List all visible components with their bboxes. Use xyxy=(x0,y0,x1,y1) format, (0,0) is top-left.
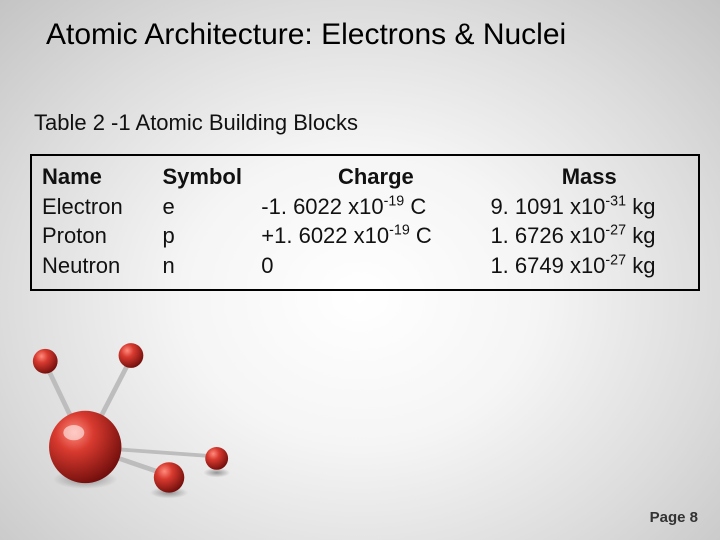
charge-coeff: 0 xyxy=(261,253,273,278)
cell-mass: 1. 6726 x10-27 kg xyxy=(490,221,688,251)
charge-unit: C xyxy=(410,223,432,248)
cell-symbol: n xyxy=(163,251,262,281)
cell-symbol: e xyxy=(163,192,262,222)
cell-charge: +1. 6022 x10-19 C xyxy=(261,221,490,251)
mass-coeff: 9. 1091 x10 xyxy=(490,194,605,219)
molecule-icon xyxy=(20,306,280,506)
cell-symbol: p xyxy=(163,221,262,251)
cell-charge: -1. 6022 x10-19 C xyxy=(261,192,490,222)
mass-exp: -31 xyxy=(605,193,626,209)
slide: Atomic Architecture: Electrons & Nuclei … xyxy=(0,0,720,540)
mass-unit: kg xyxy=(626,253,655,278)
mass-coeff: 1. 6726 x10 xyxy=(490,223,605,248)
mass-unit: kg xyxy=(626,194,655,219)
col-header-name: Name xyxy=(42,162,163,192)
slide-title: Atomic Architecture: Electrons & Nuclei xyxy=(28,18,692,52)
table-row: Proton p +1. 6022 x10-19 C 1. 6726 x10-2… xyxy=(42,221,688,251)
table-header-row: Name Symbol Charge Mass xyxy=(42,162,688,192)
table-caption: Table 2 -1 Atomic Building Blocks xyxy=(28,110,692,136)
table-row: Electron e -1. 6022 x10-19 C 9. 1091 x10… xyxy=(42,192,688,222)
cell-name: Proton xyxy=(42,221,163,251)
cell-mass: 1. 6749 x10-27 kg xyxy=(490,251,688,281)
cell-name: Neutron xyxy=(42,251,163,281)
mass-coeff: 1. 6749 x10 xyxy=(490,253,605,278)
charge-exp: -19 xyxy=(384,193,405,209)
mass-unit: kg xyxy=(626,223,655,248)
cell-mass: 9. 1091 x10-31 kg xyxy=(490,192,688,222)
page-number: Page 8 xyxy=(650,509,698,526)
particle-table: Name Symbol Charge Mass Electron e -1. 6… xyxy=(30,154,700,291)
charge-coeff: -1. 6022 x10 xyxy=(261,194,383,219)
mass-exp: -27 xyxy=(605,223,626,239)
mass-exp: -27 xyxy=(605,253,626,269)
charge-coeff: +1. 6022 x10 xyxy=(261,223,389,248)
col-header-symbol: Symbol xyxy=(163,162,262,192)
cell-name: Electron xyxy=(42,192,163,222)
charge-exp: -19 xyxy=(389,223,410,239)
col-header-mass: Mass xyxy=(490,162,688,192)
table-row: Neutron n 0 1. 6749 x10-27 kg xyxy=(42,251,688,281)
charge-unit: C xyxy=(404,194,426,219)
cell-charge: 0 xyxy=(261,251,490,281)
col-header-charge: Charge xyxy=(261,162,490,192)
